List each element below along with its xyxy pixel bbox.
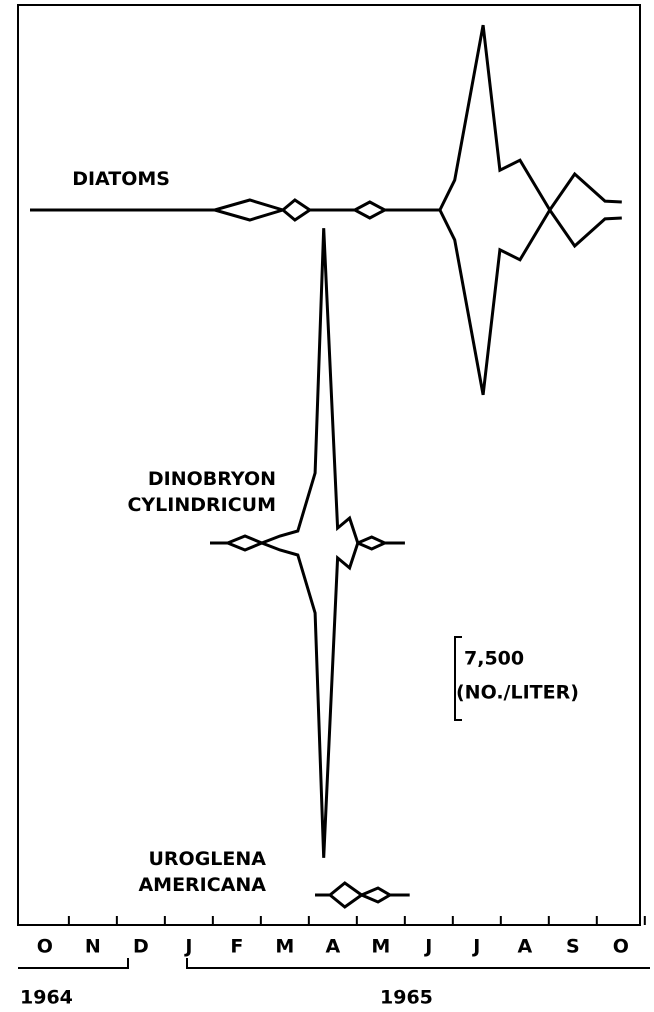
x-tick-label: O: [613, 936, 629, 958]
year-label: 1965: [380, 987, 433, 1009]
x-tick-label: N: [85, 936, 101, 958]
year-label: 1964: [20, 987, 73, 1009]
x-tick-label: A: [325, 936, 340, 958]
kite-edge: [30, 207, 622, 396]
x-tick-label: J: [423, 936, 432, 958]
x-tick-label: F: [230, 936, 243, 958]
kite-edge: [210, 540, 405, 858]
x-tick-label: J: [183, 936, 192, 958]
x-tick-label: S: [566, 936, 580, 958]
kite-edge: [210, 228, 405, 546]
scale-unit: (NO./LITER): [456, 682, 579, 704]
x-tick-label: D: [133, 936, 149, 958]
x-tick-label: M: [275, 936, 294, 958]
x-tick-label: J: [471, 936, 480, 958]
scale-label: 7,500: [464, 648, 524, 670]
scale-bar: [454, 636, 462, 721]
x-tick-label: M: [371, 936, 390, 958]
kite-edge: [315, 881, 410, 897]
series-label: DIATOMS: [72, 168, 170, 190]
plot-frame: [17, 4, 641, 926]
year-bracket: [18, 958, 129, 969]
series-label: UROGLENA AMERICANA: [138, 848, 266, 896]
x-tick-label: O: [37, 936, 53, 958]
series-label: DINOBRYON CYLINDRICUM: [127, 468, 276, 516]
kite-edge: [315, 893, 410, 909]
x-tick-label: A: [517, 936, 532, 958]
year-bracket: [186, 958, 650, 969]
